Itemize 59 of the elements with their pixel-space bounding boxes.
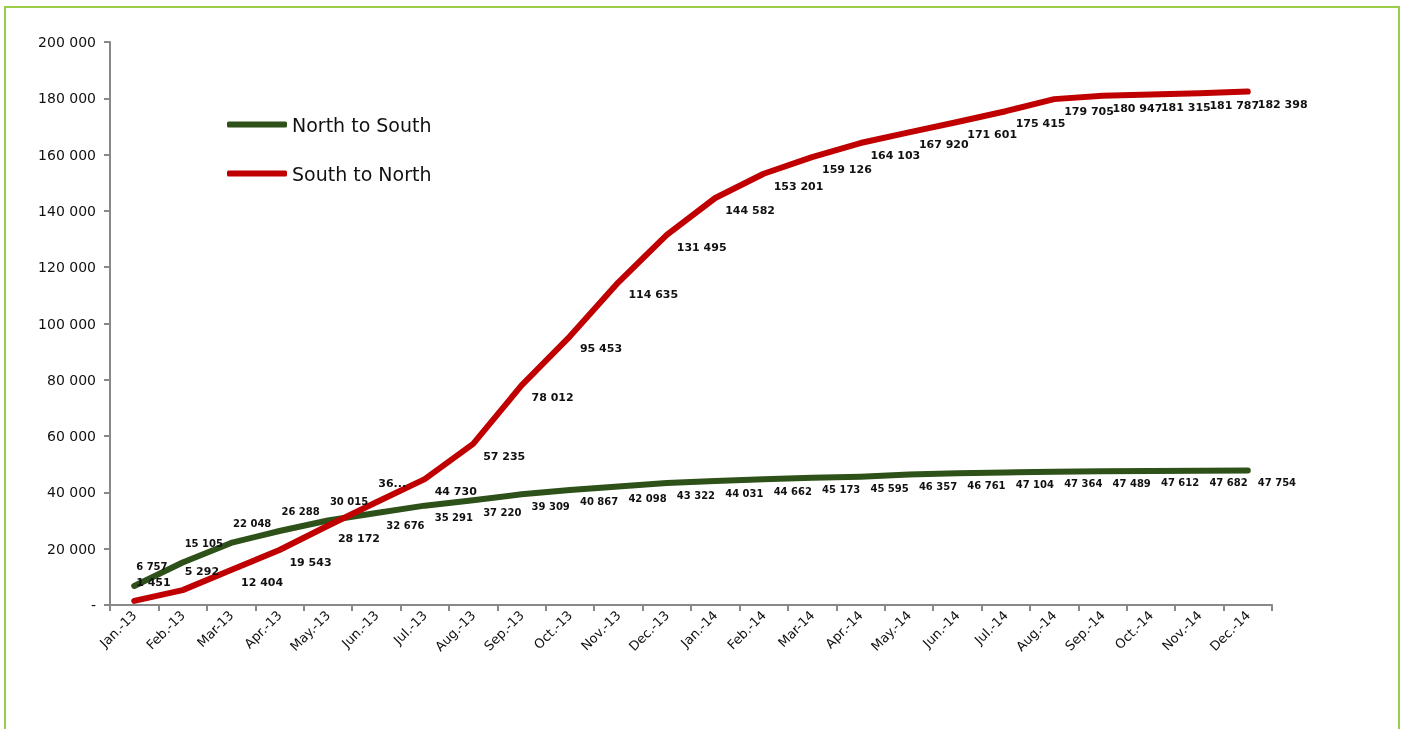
y-tick-label: 20 000 xyxy=(47,540,96,557)
data-label: 5 292 xyxy=(184,565,220,579)
data-label: 57 235 xyxy=(483,449,526,463)
y-tick-label: 200 000 xyxy=(38,34,96,50)
y-tick-label: 120 000 xyxy=(38,259,96,276)
data-label: 164 103 xyxy=(870,149,921,163)
data-label: 114 635 xyxy=(628,288,679,302)
legend-label: South to North xyxy=(292,162,432,185)
data-label: 39 309 xyxy=(531,500,570,512)
data-label: 42 098 xyxy=(628,492,667,504)
data-label: 12 404 xyxy=(241,576,284,590)
y-tick-label: 160 000 xyxy=(38,146,96,163)
data-label: 45 173 xyxy=(822,484,861,496)
data-label: 44 031 xyxy=(725,487,764,499)
data-label: 47 104 xyxy=(1015,478,1055,490)
data-label: 95 453 xyxy=(579,342,623,356)
data-label: 40 867 xyxy=(579,496,619,508)
data-label: 28 172 xyxy=(337,531,380,545)
data-label: 175 415 xyxy=(1015,117,1066,131)
legend-label: North to South xyxy=(292,113,432,136)
data-label: 179 705 xyxy=(1064,105,1114,119)
data-label: 144 582 xyxy=(725,204,775,217)
data-label: 35 291 xyxy=(434,512,474,524)
y-tick-label: 100 000 xyxy=(38,315,96,332)
data-label: 15 105 xyxy=(184,537,223,549)
data-label: 46 761 xyxy=(967,479,1006,491)
data-label: 37 220 xyxy=(483,506,522,518)
y-tick-label: 140 000 xyxy=(38,202,96,219)
data-label: 44 730 xyxy=(434,485,478,499)
data-label: 47 364 xyxy=(1064,478,1103,490)
data-label: 46 357 xyxy=(918,481,958,493)
data-label: 180 947 xyxy=(1112,101,1163,115)
data-label: 26 288 xyxy=(281,506,320,518)
data-label: 47 754 xyxy=(1257,477,1297,489)
data-label: 171 601 xyxy=(967,127,1018,141)
y-tick-label: 40 000 xyxy=(47,484,96,501)
data-label: 153 201 xyxy=(773,179,824,193)
y-tick-label: - xyxy=(90,597,96,613)
data-label: 181 787 xyxy=(1209,99,1260,113)
data-label: 6 757 xyxy=(136,561,168,573)
y-tick-label: 60 000 xyxy=(47,428,96,445)
y-tick-label: 80 000 xyxy=(47,371,96,388)
data-label: 45 595 xyxy=(870,483,909,495)
data-label: 167 920 xyxy=(918,138,969,152)
y-tick-label: 180 000 xyxy=(38,90,96,107)
data-label: 43 322 xyxy=(676,489,716,501)
data-label: 22 048 xyxy=(233,518,272,530)
data-label: 36... xyxy=(378,477,407,491)
data-label: 47 682 xyxy=(1209,477,1248,489)
data-label: 30 015 xyxy=(329,496,369,508)
data-label: 47 489 xyxy=(1112,477,1151,489)
data-label: 1 451 xyxy=(136,575,171,589)
data-label: 131 495 xyxy=(676,240,727,254)
data-label: 78 012 xyxy=(531,391,574,405)
data-label: 19 543 xyxy=(289,555,332,569)
data-label: 44 662 xyxy=(773,485,812,497)
data-label: 47 612 xyxy=(1160,477,1200,489)
data-label: 159 126 xyxy=(822,163,873,177)
data-label: 32 676 xyxy=(386,519,425,531)
